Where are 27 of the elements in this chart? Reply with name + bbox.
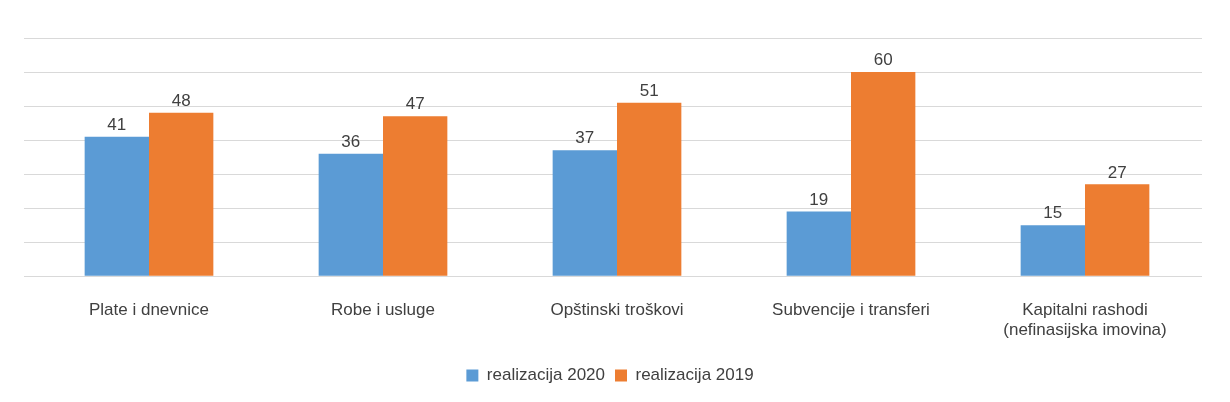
bar	[617, 102, 682, 276]
data-label: 60	[873, 50, 893, 70]
bar	[383, 116, 448, 276]
data-label: 41	[107, 114, 127, 134]
bar	[318, 153, 383, 276]
x-tick-label: Subvencije i transferi	[772, 300, 930, 320]
legend-label: realizacija 2019	[635, 365, 754, 385]
x-tick-label: Kapitalni rashodi (nefinasijska imovina)	[1003, 300, 1167, 340]
data-label: 36	[341, 131, 361, 151]
data-label: 15	[1043, 203, 1063, 223]
bar	[552, 150, 617, 276]
data-label: 37	[575, 128, 595, 148]
bar	[1085, 184, 1150, 276]
x-tick-label: Robe i usluge	[331, 300, 435, 320]
data-label: 51	[639, 80, 659, 100]
bar	[851, 72, 916, 276]
x-tick-label: Opštinski troškovi	[550, 300, 684, 320]
legend-label: realizacija 2020	[486, 365, 606, 385]
data-label: 27	[1107, 162, 1127, 182]
bar	[786, 211, 851, 276]
data-label: 48	[171, 91, 191, 111]
data-label: 19	[809, 189, 829, 209]
bar	[149, 112, 214, 276]
bar	[1020, 225, 1085, 276]
x-tick-label: Plate i dnevnice	[88, 300, 210, 320]
bar	[84, 136, 149, 276]
data-label: 47	[405, 94, 425, 114]
